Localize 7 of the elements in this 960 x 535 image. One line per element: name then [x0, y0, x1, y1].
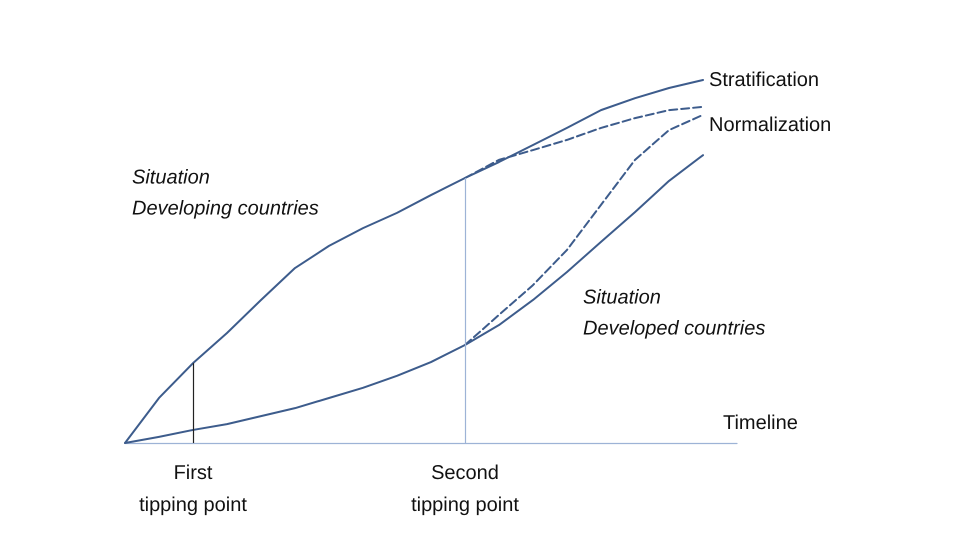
x-axis-title: Timeline: [723, 412, 798, 434]
x-tick-label: First tipping point: [139, 462, 248, 516]
series-label: Stratification: [709, 69, 820, 91]
series-label: Normalization: [709, 114, 832, 136]
annotation: Situation Developed countries: [583, 286, 766, 340]
x-tick-label: Second tipping point: [411, 462, 520, 516]
annotation: Situation Developing countries: [132, 166, 319, 220]
